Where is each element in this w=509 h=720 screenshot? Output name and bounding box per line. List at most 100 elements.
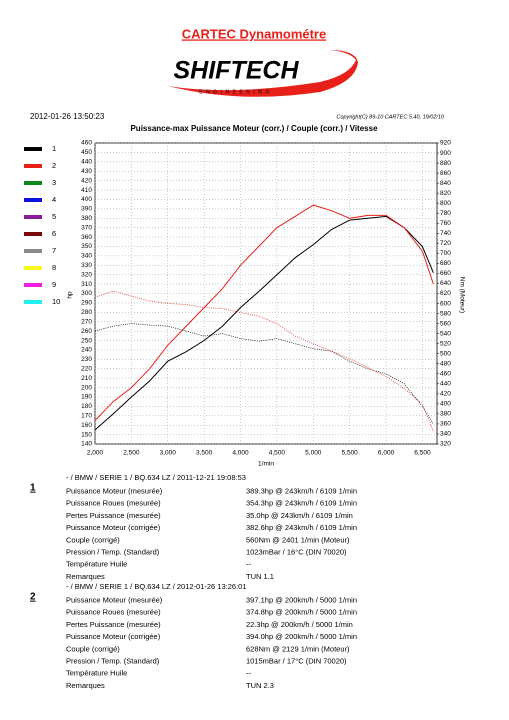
torque-line: [94, 323, 434, 425]
y-tick-label: 260: [81, 328, 92, 335]
row-label: Puissance Moteur (corrigée): [66, 523, 161, 532]
row-value: 1015mBar / 17°C (DIN 70020): [246, 656, 347, 665]
y2-tick-label: 700: [440, 250, 451, 257]
power-line: [94, 215, 434, 431]
torque-line: [94, 290, 434, 432]
y2-tick-label: 800: [440, 200, 451, 207]
legend-label: 7: [52, 246, 56, 255]
y-tick-label: 390: [81, 206, 92, 213]
y2-tick-label: 860: [440, 170, 451, 177]
row-value: --: [246, 669, 251, 678]
legend-swatch: [24, 181, 42, 185]
x-tick-label: 4,000: [232, 450, 249, 457]
y-tick-label: 280: [81, 309, 92, 316]
y2-tick-label: 740: [440, 230, 451, 237]
y-tick-label: 360: [81, 234, 92, 241]
row-value: 354.3hp @ 243km/h / 6109 1/min: [246, 499, 357, 508]
y-tick-label: 350: [81, 243, 92, 250]
row-value: 22.3hp @ 200km/h / 5000 1/min: [246, 620, 353, 629]
row-label: Couple (corrigé): [66, 535, 120, 544]
y2-tick-label: 520: [440, 340, 451, 347]
legend-swatch: [24, 249, 42, 253]
y2-tick-label: 380: [440, 411, 451, 418]
row-value: 1023mBar / 16°C (DIN 70020): [246, 547, 347, 556]
x-tick-label: 5,500: [342, 450, 359, 457]
legend-swatch: [24, 215, 42, 219]
y-tick-label: 310: [81, 281, 92, 288]
y2-tick-label: 580: [440, 310, 451, 317]
row-value: 374.8hp @ 200km/h / 5000 1/min: [246, 608, 357, 617]
x-tick-label: 3,500: [196, 450, 213, 457]
y-tick-label: 290: [81, 300, 92, 307]
row-label: Puissance Moteur (mesurée): [66, 486, 163, 495]
y-tick-label: 400: [81, 196, 92, 203]
row-label: Puissance Roues (mesurée): [66, 608, 161, 617]
legend-swatch: [24, 232, 42, 236]
y-tick-label: 450: [81, 149, 92, 156]
y-axis-label: hp: [67, 291, 74, 299]
y2-tick-label: 460: [440, 370, 451, 377]
y2-tick-label: 780: [440, 210, 451, 217]
row-value: 628Nm @ 2129 1/min (Moteur): [246, 644, 350, 653]
y-tick-label: 250: [81, 337, 92, 344]
logo: SHIFTECH: [174, 57, 300, 85]
row-value: 560Nm @ 2401 1/min (Moteur): [246, 535, 350, 544]
y2-tick-label: 660: [440, 270, 451, 277]
y2-tick-label: 360: [440, 421, 451, 428]
y-tick-label: 240: [81, 347, 92, 354]
y-tick-label: 180: [81, 403, 92, 410]
row-label: Puissance Roues (mesurée): [66, 499, 161, 508]
row-label: Pression / Temp. (Standard): [66, 656, 160, 665]
row-label: Remarques: [66, 572, 105, 581]
y2-tick-label: 880: [440, 160, 451, 167]
x-tick-label: 2,000: [87, 450, 104, 457]
legend-label: 9: [52, 280, 56, 289]
x-tick-label: 3,000: [160, 450, 177, 457]
row-value: TUN 1.1: [246, 572, 274, 581]
y-tick-label: 170: [81, 413, 92, 420]
y-tick-label: 200: [81, 384, 92, 391]
y-tick-label: 150: [81, 431, 92, 438]
row-value: 389.3hp @ 243km/h / 6109 1/min: [246, 486, 357, 495]
power-line: [94, 204, 434, 421]
y2-tick-label: 480: [440, 360, 451, 367]
legend-swatch: [24, 147, 42, 151]
y-tick-label: 370: [81, 224, 92, 231]
copyright: Copyright(C) 89-10 CARTEC 5.40, 19/02/10: [336, 114, 444, 120]
y2-tick-label: 820: [440, 190, 451, 197]
x-tick-label: 5,000: [305, 450, 322, 457]
legend-label: 4: [52, 195, 56, 204]
y2-tick-label: 500: [440, 350, 451, 357]
y2-tick-label: 320: [440, 441, 451, 448]
report-title: CARTEC Dynamométre: [182, 26, 326, 41]
row-label: Pertes Puissance (mesurée): [66, 620, 161, 629]
row-value: --: [246, 560, 251, 569]
run-number: 2: [30, 592, 36, 603]
y-tick-label: 330: [81, 262, 92, 269]
y-tick-label: 380: [81, 215, 92, 222]
y-tick-label: 420: [81, 177, 92, 184]
y2-axis-label: Nm (Moteur): [458, 277, 465, 313]
y2-tick-label: 600: [440, 300, 451, 307]
y2-tick-label: 560: [440, 320, 451, 327]
x-tick-label: 4,500: [269, 450, 286, 457]
y-tick-label: 300: [81, 290, 92, 297]
legend-swatch: [24, 283, 42, 287]
row-label: Remarques: [66, 681, 105, 690]
y-tick-label: 340: [81, 253, 92, 260]
y-tick-label: 190: [81, 394, 92, 401]
legend-label: 8: [52, 263, 56, 272]
row-label: Couple (corrigé): [66, 644, 120, 653]
row-value: TUN 2.3: [246, 681, 274, 690]
run-header: - / BMW / SERIE 1 / BQ.634 LZ / 2012-01-…: [66, 582, 247, 591]
legend-swatch: [24, 198, 42, 202]
legend-label: 5: [52, 212, 56, 221]
logo-subtitle: ENGINEERING: [199, 89, 273, 95]
run-header: - / BMW / SERIE 1 / BQ.634 LZ / 2011-12-…: [66, 473, 246, 482]
row-value: 35.0hp @ 243km/h / 6109 1/min: [246, 511, 353, 520]
y-tick-label: 220: [81, 365, 92, 372]
row-value: 382.6hp @ 243km/h / 6109 1/min: [246, 523, 357, 532]
row-label: Puissance Moteur (corrigée): [66, 632, 161, 641]
y-tick-label: 210: [81, 375, 92, 382]
